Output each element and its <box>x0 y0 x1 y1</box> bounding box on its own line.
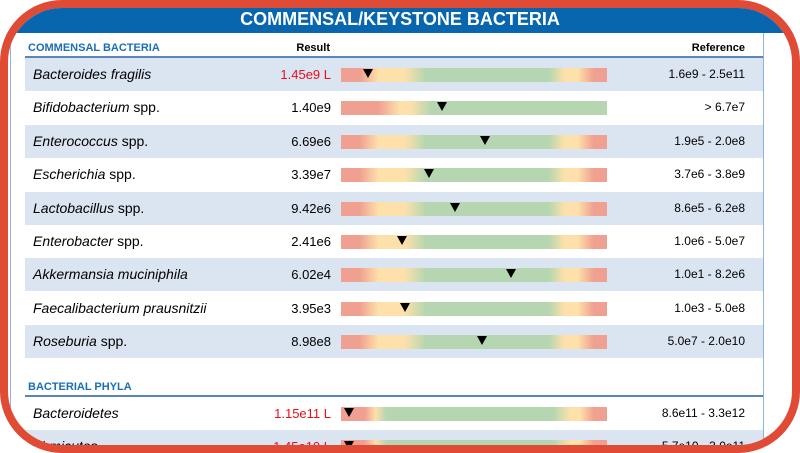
table-row: Roseburia spp. 8.98e8 5.0e7 - 2.0e10 <box>25 325 763 359</box>
result-marker-icon <box>397 236 408 245</box>
reference-range: 3.7e6 - 3.8e9 <box>674 167 745 182</box>
range-bar <box>341 440 607 445</box>
result-marker-icon <box>479 135 490 145</box>
table-row: Bacteroidetes 1.15e11 L 8.6e11 - 3.3e12 <box>25 397 763 430</box>
result-marker-icon <box>399 302 410 312</box>
result-value: 1.40e9 <box>291 100 331 116</box>
result-value: 9.42e6 <box>291 200 331 216</box>
reference-range: 5.0e7 - 2.0e10 <box>667 334 745 349</box>
reference-range: 1.9e5 - 2.0e8 <box>674 133 745 148</box>
reference-range: 1.0e6 - 5.0e7 <box>674 234 745 248</box>
range-bar <box>341 235 607 249</box>
bacteria-name: Faecalibacterium prausnitzii <box>33 299 207 316</box>
reference-range: 1.0e1 - 8.2e6 <box>674 267 745 282</box>
reference-range: 8.6e5 - 6.2e8 <box>674 200 745 215</box>
result-marker-icon <box>450 202 461 212</box>
result-marker-icon <box>343 408 354 417</box>
phyla-divider <box>25 395 763 397</box>
reference-range: 1.6e9 - 2.5e11 <box>668 67 745 81</box>
result-marker-icon <box>343 441 354 445</box>
section-title-commensal: COMMENSAL BACTERIA <box>28 42 160 54</box>
result-marker-icon <box>437 102 448 112</box>
range-bar <box>341 168 607 183</box>
bacteria-name: Bifidobacterium spp. <box>33 99 160 116</box>
table-row: Lactobacillus spp. 9.42e6 8.6e5 - 6.2e8 <box>25 191 763 225</box>
result-value: 8.98e8 <box>291 334 331 350</box>
table-row: Bifidobacterium spp. 1.40e9 > 6.7e7 <box>25 91 763 124</box>
bacteria-name: Bacteroidetes <box>33 405 119 421</box>
reference-range: 5.7e10 - 3.0e11 <box>661 439 745 453</box>
section-title-phyla: BACTERIAL PHYLA <box>28 381 132 393</box>
page-title: COMMENSAL/KEYSTONE BACTERIA <box>8 8 792 33</box>
range-bar <box>341 301 607 316</box>
range-bar <box>341 268 607 283</box>
result-value: 6.02e4 <box>291 267 331 283</box>
range-bar <box>341 134 607 149</box>
result-value: 1.15e11 L <box>274 406 331 421</box>
range-bar <box>341 335 607 350</box>
result-marker-icon <box>423 169 434 179</box>
table-row: Akkermansia muciniphila 6.02e4 1.0e1 - 8… <box>25 258 763 292</box>
result-value: 1.45e10 L <box>273 439 331 453</box>
table-row: Escherichia spp. 3.39e7 3.7e6 - 3.8e9 <box>25 158 763 191</box>
reference-header: Reference <box>691 42 745 54</box>
bacteria-name: Akkermansia muciniphila <box>33 266 188 283</box>
result-marker-icon <box>362 69 373 78</box>
result-value: 3.39e7 <box>291 167 331 183</box>
reference-range: 1.0e3 - 5.0e8 <box>674 300 745 315</box>
range-bar <box>341 68 607 82</box>
range-bar <box>341 201 607 216</box>
bacteria-name: Firmicutes <box>33 438 98 453</box>
range-bar <box>341 101 607 116</box>
result-marker-icon <box>506 269 517 279</box>
range-bar <box>341 407 607 421</box>
header-divider <box>25 56 763 58</box>
result-value: 6.69e6 <box>291 133 331 149</box>
reference-range: > 6.7e7 <box>704 100 745 115</box>
table-row: Bacteroides fragilis 1.45e9 L 1.6e9 - 2.… <box>25 58 763 91</box>
table-row: Enterococcus spp. 6.69e6 1.9e5 - 2.0e8 <box>25 124 763 158</box>
table-row: Enterobacter spp. 2.41e6 1.0e6 - 5.0e7 <box>25 225 763 258</box>
table-row: Firmicutes 1.45e10 L 5.7e10 - 3.0e11 <box>25 430 763 453</box>
result-value: 2.41e6 <box>291 234 331 249</box>
result-value: 1.45e9 L <box>280 67 331 82</box>
result-marker-icon <box>476 336 487 346</box>
bacteria-name: Lactobacillus spp. <box>33 199 145 216</box>
reference-range: 8.6e11 - 3.3e12 <box>661 406 745 420</box>
bacteria-name: Enterobacter spp. <box>33 233 144 249</box>
bacteria-name: Enterococcus spp. <box>33 132 149 149</box>
bacteria-name: Bacteroides fragilis <box>33 66 152 82</box>
result-value: 3.95e3 <box>291 300 331 316</box>
bacteria-name: Escherichia spp. <box>33 166 136 183</box>
table-row: Faecalibacterium prausnitzii 3.95e3 1.0e… <box>25 292 763 325</box>
bacteria-name: Roseburia spp. <box>33 333 128 350</box>
result-header: Result <box>296 42 330 54</box>
report-panel <box>10 33 764 445</box>
